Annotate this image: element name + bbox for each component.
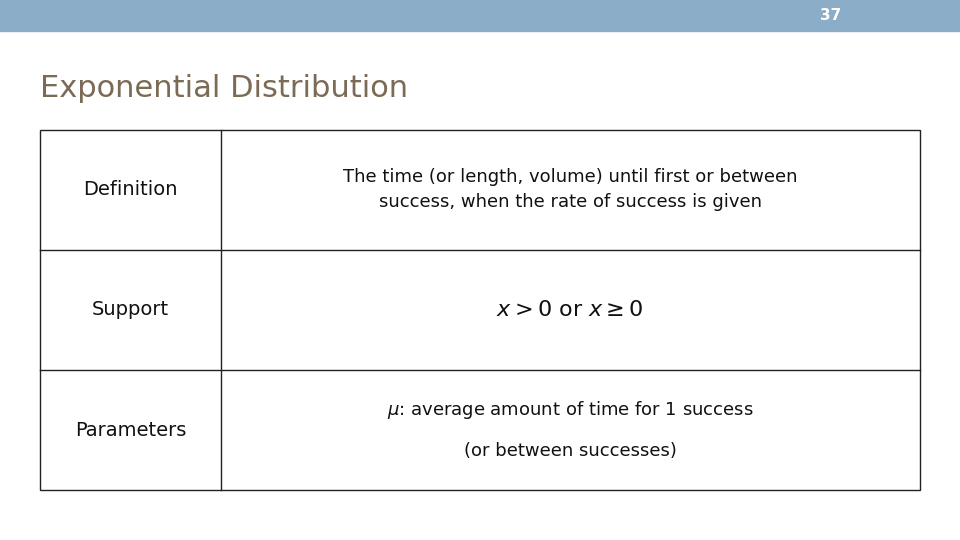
Text: (or between successes): (or between successes) <box>464 442 677 460</box>
Text: Parameters: Parameters <box>75 421 186 440</box>
Text: The time (or length, volume) until first or between
success, when the rate of su: The time (or length, volume) until first… <box>343 168 798 211</box>
Text: $\mu$: average amount of time for 1 success: $\mu$: average amount of time for 1 succ… <box>387 399 754 421</box>
Bar <box>0 0 960 31</box>
Text: Definition: Definition <box>84 180 178 199</box>
Text: Support: Support <box>92 300 169 320</box>
Text: $x > 0\ \mathrm{or}\ x \geq 0$: $x > 0\ \mathrm{or}\ x \geq 0$ <box>496 300 644 320</box>
Bar <box>40 130 920 490</box>
Text: Exponential Distribution: Exponential Distribution <box>40 73 408 103</box>
Text: 37: 37 <box>820 8 841 23</box>
